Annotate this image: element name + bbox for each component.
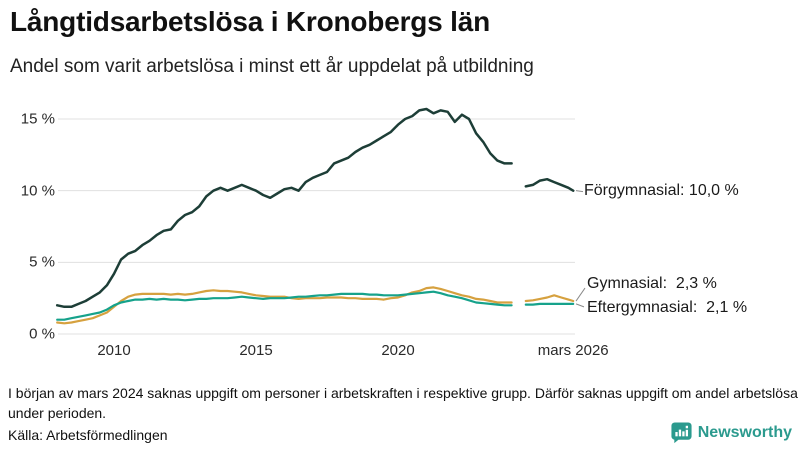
y-tick-label: 5 %	[29, 253, 55, 271]
page-subtitle: Andel som varit arbetslösa i minst ett å…	[10, 56, 534, 77]
x-tick-label: 2015	[239, 342, 273, 359]
series-label-gymnasial: Gymnasial: 2,3 %	[587, 275, 717, 293]
source-attribution: Källa: Arbetsförmedlingen	[8, 427, 168, 443]
y-tick-label: 0 %	[29, 325, 55, 343]
y-tick-label: 10 %	[20, 182, 55, 200]
series-label-förgymnasial: Förgymnasial: 10,0 %	[584, 181, 739, 199]
x-tick-label: 2010	[97, 342, 131, 359]
page-title: Långtidsarbetslösa i Kronobergs län	[10, 6, 490, 37]
newsworthy-icon	[671, 422, 692, 444]
newsworthy-wordmark: Newsworthy	[697, 423, 792, 441]
x-tick-label: mars 2026	[537, 342, 609, 359]
series-label-eftergymnasial: Eftergymnasial: 2,1 %	[587, 298, 748, 316]
newsworthy-logo[interactable]: Newsworthy	[670, 421, 792, 444]
chart-footnote: I början av mars 2024 saknas uppgift om …	[8, 385, 798, 421]
x-tick-label: 2020	[381, 342, 415, 359]
y-tick-label: 15 %	[20, 110, 55, 128]
